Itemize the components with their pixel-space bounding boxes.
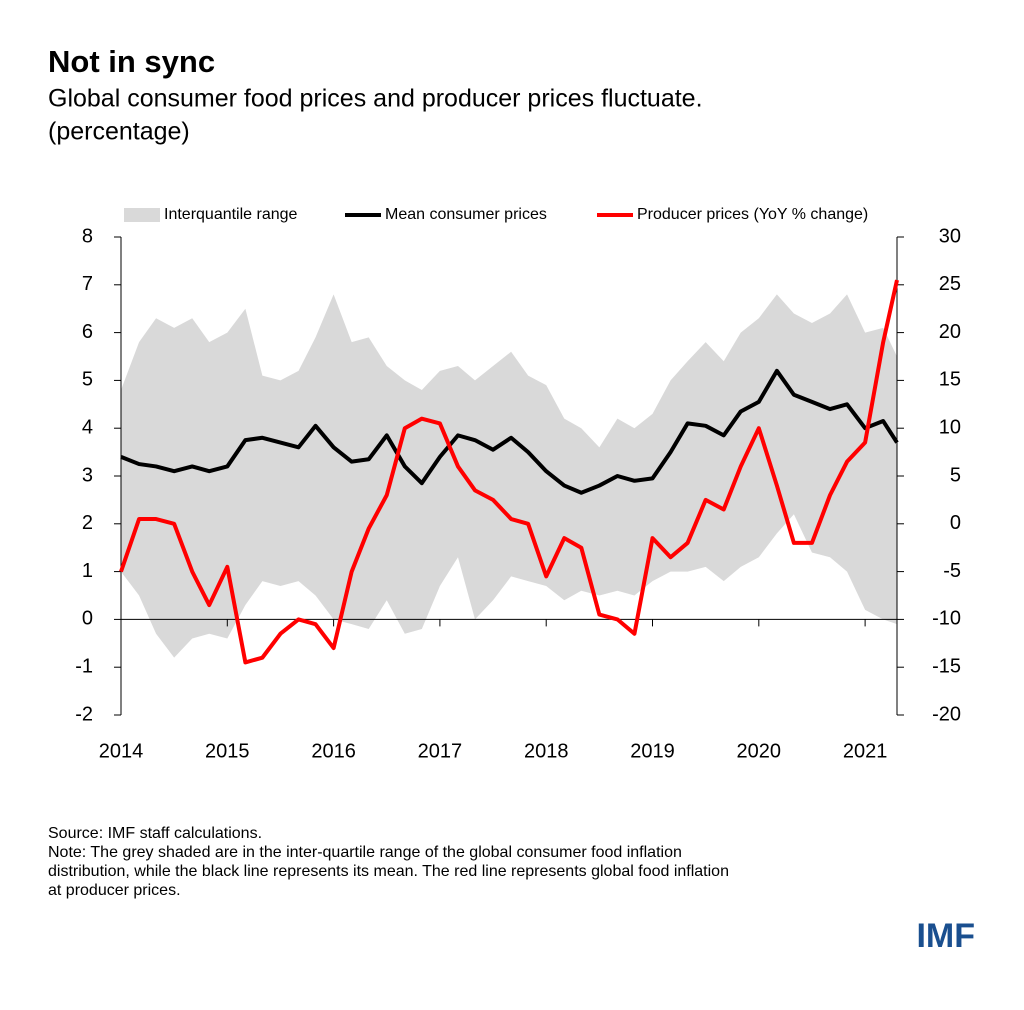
y2-tick-label: -15: [932, 655, 961, 677]
note: at producer prices.: [48, 882, 181, 899]
y-tick-label: 8: [82, 225, 93, 247]
y-tick-label: 0: [82, 608, 93, 630]
title: Not in sync: [48, 44, 215, 79]
y2-tick-label: 20: [939, 321, 961, 343]
series-line: [120, 368, 899, 495]
x-tick-label: 2020: [737, 740, 782, 762]
note: distribution, while the black line repre…: [48, 863, 729, 880]
y-tick-label: 1: [82, 560, 93, 582]
y-tick-label: -1: [75, 655, 93, 677]
x-tick-label: 2015: [205, 740, 250, 762]
series-line: [119, 279, 899, 665]
x-tick-label: 2017: [418, 740, 463, 762]
y2-tick-label: -10: [932, 608, 961, 630]
y-tick-label: 4: [82, 416, 93, 438]
x-tick-label: 2019: [630, 740, 675, 762]
y2-tick-label: 30: [939, 225, 961, 247]
x-tick-label: 2014: [99, 740, 144, 762]
y2-tick-label: -20: [932, 703, 961, 725]
x-tick-label: 2016: [311, 740, 356, 762]
note: Source: IMF staff calculations.: [48, 825, 262, 842]
logo: IMF: [916, 917, 975, 955]
note: Note: The grey shaded are in the inter-q…: [48, 844, 682, 861]
x-tick-label: 2021: [843, 740, 888, 762]
y2-tick-label: 10: [939, 416, 961, 438]
y2-tick-label: -5: [943, 560, 961, 582]
subtitle: (percentage): [48, 118, 190, 146]
y2-tick-label: 5: [950, 464, 961, 486]
subtitle: Global consumer food prices and producer…: [48, 85, 703, 113]
x-tick-label: 2018: [524, 740, 569, 762]
legend-label: Producer prices (YoY % change): [637, 206, 868, 223]
y-tick-label: 3: [82, 464, 93, 486]
y2-tick-label: 0: [950, 512, 961, 534]
y2-tick-label: 15: [939, 369, 961, 391]
iqr-band: [121, 294, 897, 658]
legend-label: Interquantile range: [164, 206, 298, 223]
y-tick-label: 2: [82, 512, 93, 534]
y-tick-label: 5: [82, 369, 93, 391]
y-tick-label: -2: [75, 703, 93, 725]
y-tick-label: 7: [82, 273, 93, 295]
y-tick-label: 6: [82, 321, 93, 343]
legend-swatch: [124, 208, 160, 222]
legend-label: Mean consumer prices: [385, 206, 547, 223]
y2-tick-label: 25: [939, 273, 961, 295]
